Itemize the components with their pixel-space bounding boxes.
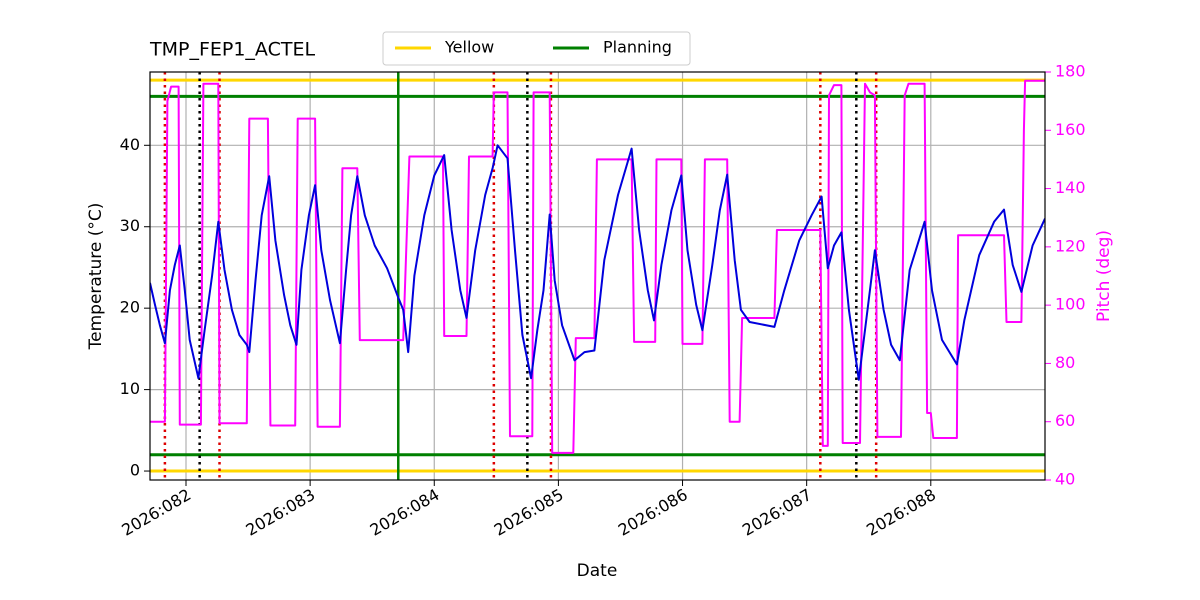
y-tick-label: 0 (130, 461, 140, 480)
y2-tick-label: 160 (1055, 120, 1086, 139)
y2-axis-label: Pitch (deg) (1094, 230, 1114, 322)
y-tick-label: 20 (120, 298, 140, 317)
x-tick-label: 2026:087 (739, 485, 815, 540)
y-tick-label: 10 (120, 379, 140, 398)
y2-tick-label: 180 (1055, 62, 1086, 81)
temperature-line (150, 144, 1045, 381)
y-tick-label: 40 (120, 135, 140, 154)
plot (150, 72, 1045, 480)
x-tick-label: 2026:083 (242, 485, 318, 540)
x-tick-label: 2026:082 (118, 485, 194, 540)
x-tick-label: 2026:086 (615, 485, 691, 540)
y2-tick-label: 80 (1055, 353, 1075, 372)
plot-frame (149, 71, 1046, 481)
x-axis-label: Date (577, 561, 618, 581)
y-tick-label: 30 (120, 216, 140, 235)
legend-label: Yellow (444, 38, 494, 57)
legend-label: Planning (603, 38, 672, 57)
x-tick-label: 2026:085 (491, 485, 567, 540)
y2-tick-label: 140 (1055, 178, 1086, 197)
y2-tick-label: 40 (1055, 470, 1075, 489)
chart-title: TMP_FEP1_ACTEL (149, 39, 315, 61)
y2-tick-label: 60 (1055, 411, 1075, 430)
y2-tick-label: 120 (1055, 236, 1086, 255)
y2-tick-label: 100 (1055, 295, 1086, 314)
x-tick-label: 2026:088 (863, 485, 939, 540)
x-tick-label: 2026:084 (367, 485, 443, 540)
legend-box (382, 31, 691, 66)
y-axis-label: Temperature (°C) (86, 203, 106, 351)
